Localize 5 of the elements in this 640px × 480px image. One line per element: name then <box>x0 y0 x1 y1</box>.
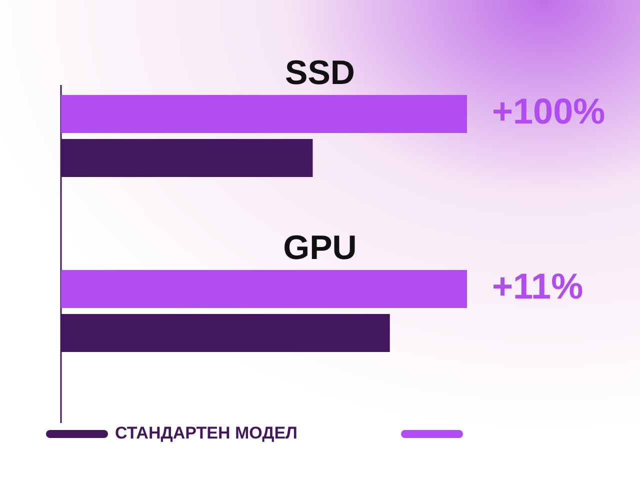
text: +11% <box>492 266 584 307</box>
text: +100% <box>492 90 606 132</box>
y-tick-label: SSD <box>285 54 355 92</box>
legend-label: СТАНДАРТЕН МОДЕЛ <box>115 423 298 442</box>
y-tick-label: GPU <box>283 228 357 267</box>
